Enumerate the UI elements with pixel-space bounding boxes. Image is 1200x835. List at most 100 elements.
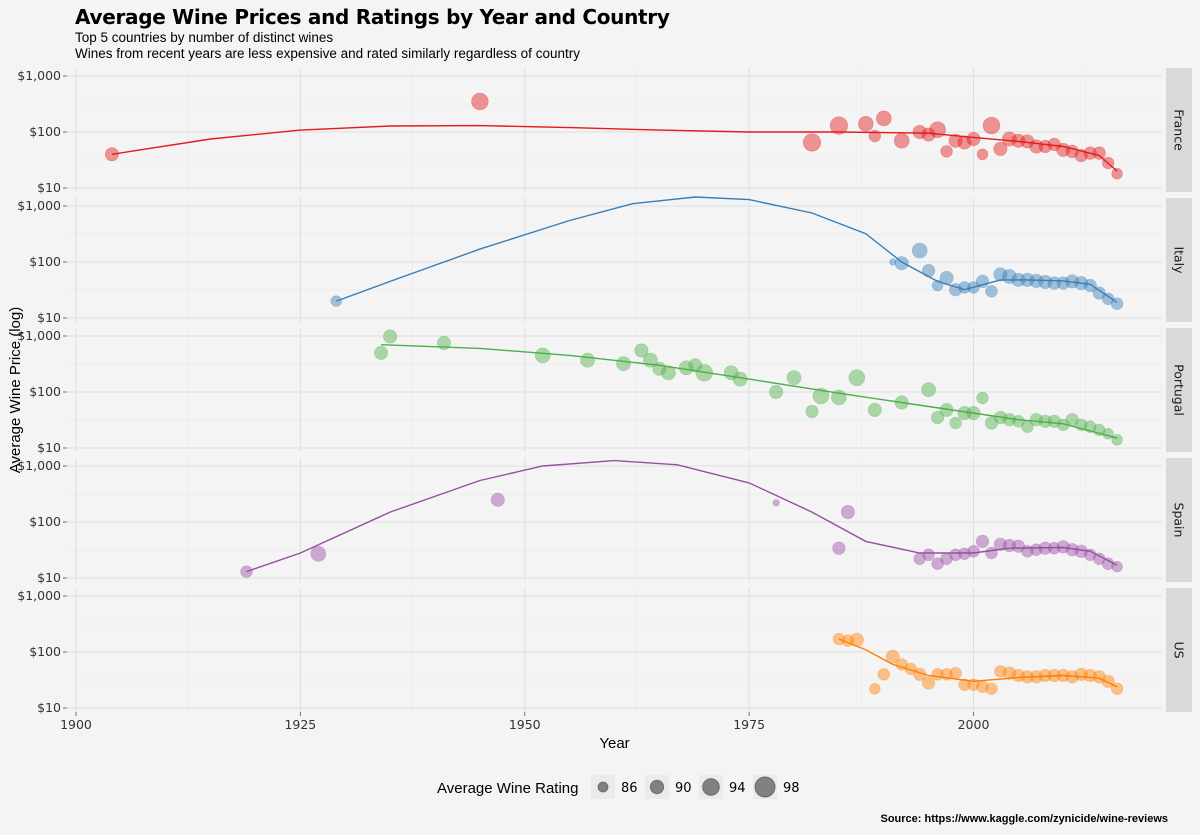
data-point: [1101, 292, 1115, 305]
x-tick-label: 1975: [733, 717, 765, 732]
y-tick-label: $1,000: [17, 458, 61, 473]
data-point: [921, 127, 936, 142]
data-point: [894, 395, 909, 410]
data-point: [1056, 540, 1070, 554]
data-point: [769, 384, 784, 399]
data-point: [732, 371, 748, 387]
data-point: [1056, 276, 1070, 290]
data-point: [949, 666, 962, 680]
facet-panel-spain: $10 $100 $1,000 Spain: [17, 458, 1192, 585]
data-point: [958, 281, 971, 294]
data-point: [1065, 144, 1079, 158]
data-point: [240, 565, 253, 578]
data-point: [949, 548, 962, 561]
data-point: [1002, 666, 1017, 680]
data-point: [1047, 137, 1061, 151]
data-point: [957, 406, 972, 421]
data-point: [831, 389, 847, 406]
data-point: [948, 133, 963, 148]
data-point: [975, 534, 990, 549]
data-point: [958, 678, 971, 691]
data-point: [1047, 414, 1061, 428]
panel-background: [67, 198, 1162, 322]
data-point: [1002, 131, 1017, 147]
data-point: [772, 499, 780, 507]
data-point: [930, 410, 945, 425]
data-point: [967, 678, 980, 691]
data-point: [985, 682, 998, 695]
panel-background: [67, 458, 1162, 582]
data-point: [1038, 541, 1052, 555]
data-point: [1056, 668, 1070, 683]
data-point: [889, 258, 897, 266]
data-point: [471, 92, 489, 111]
data-point: [580, 352, 595, 368]
data-point: [929, 121, 946, 138]
legend-label: 86: [621, 781, 638, 796]
data-point: [832, 632, 846, 646]
y-axis-title: Average Wine Price (log): [7, 307, 24, 473]
data-point: [634, 343, 649, 358]
data-point: [1011, 539, 1026, 553]
data-point: [1092, 146, 1106, 160]
data-point: [911, 242, 928, 259]
data-point: [1065, 670, 1079, 684]
data-point: [1111, 168, 1123, 180]
data-point: [921, 676, 936, 690]
data-point: [832, 541, 846, 555]
y-tick-label: $100: [29, 514, 61, 529]
data-point: [1083, 548, 1097, 561]
data-point: [984, 416, 999, 430]
data-point: [994, 665, 1007, 678]
data-point: [1048, 541, 1061, 555]
data-point: [1020, 670, 1035, 684]
y-tick-label: $10: [37, 440, 61, 455]
data-point: [1074, 276, 1089, 291]
data-point: [957, 135, 972, 150]
data-point: [1101, 557, 1115, 570]
legend-key-background: [753, 775, 777, 799]
legend-key: [754, 776, 776, 798]
x-axis-title: Year: [599, 735, 629, 752]
data-point: [976, 391, 989, 405]
data-point: [1074, 544, 1088, 558]
legend-key: [597, 781, 609, 793]
data-point: [1002, 269, 1017, 284]
panel-background: [67, 328, 1162, 452]
trend-line-france: [111, 124, 1118, 172]
size-legend: Average Wine Rating 86 90 94 98: [437, 775, 800, 799]
data-point: [993, 537, 1008, 551]
data-point: [1038, 668, 1052, 683]
legend-label: 94: [729, 781, 746, 796]
chart-subtitle-line1: Top 5 countries by number of distinct wi…: [75, 30, 334, 45]
data-point: [802, 133, 822, 152]
data-point: [875, 110, 892, 127]
data-point: [1101, 674, 1115, 688]
data-point: [436, 335, 451, 350]
facet-panel-italy: $10 $100 $1,000 Italy: [17, 196, 1192, 325]
facet-label: US: [1172, 641, 1187, 658]
panel-background: [67, 588, 1162, 712]
data-point: [1092, 423, 1106, 437]
data-point: [1029, 670, 1043, 684]
data-point: [1101, 156, 1115, 170]
facet-strip: [1166, 68, 1192, 192]
data-point: [1011, 668, 1026, 683]
data-point: [1074, 667, 1088, 681]
data-point: [374, 345, 389, 360]
data-point: [678, 360, 694, 376]
data-point: [993, 267, 1008, 282]
panel-background: [67, 68, 1162, 192]
data-point: [993, 410, 1008, 425]
data-point: [894, 256, 909, 271]
data-point: [1083, 420, 1097, 433]
data-point: [1029, 413, 1043, 427]
trend-line-spain: [246, 459, 1118, 573]
data-point: [805, 404, 819, 419]
data-point: [1011, 272, 1026, 287]
data-point: [940, 668, 953, 681]
y-tick-label: $100: [29, 644, 61, 659]
data-point: [877, 668, 890, 681]
y-tick-label: $10: [37, 700, 61, 715]
